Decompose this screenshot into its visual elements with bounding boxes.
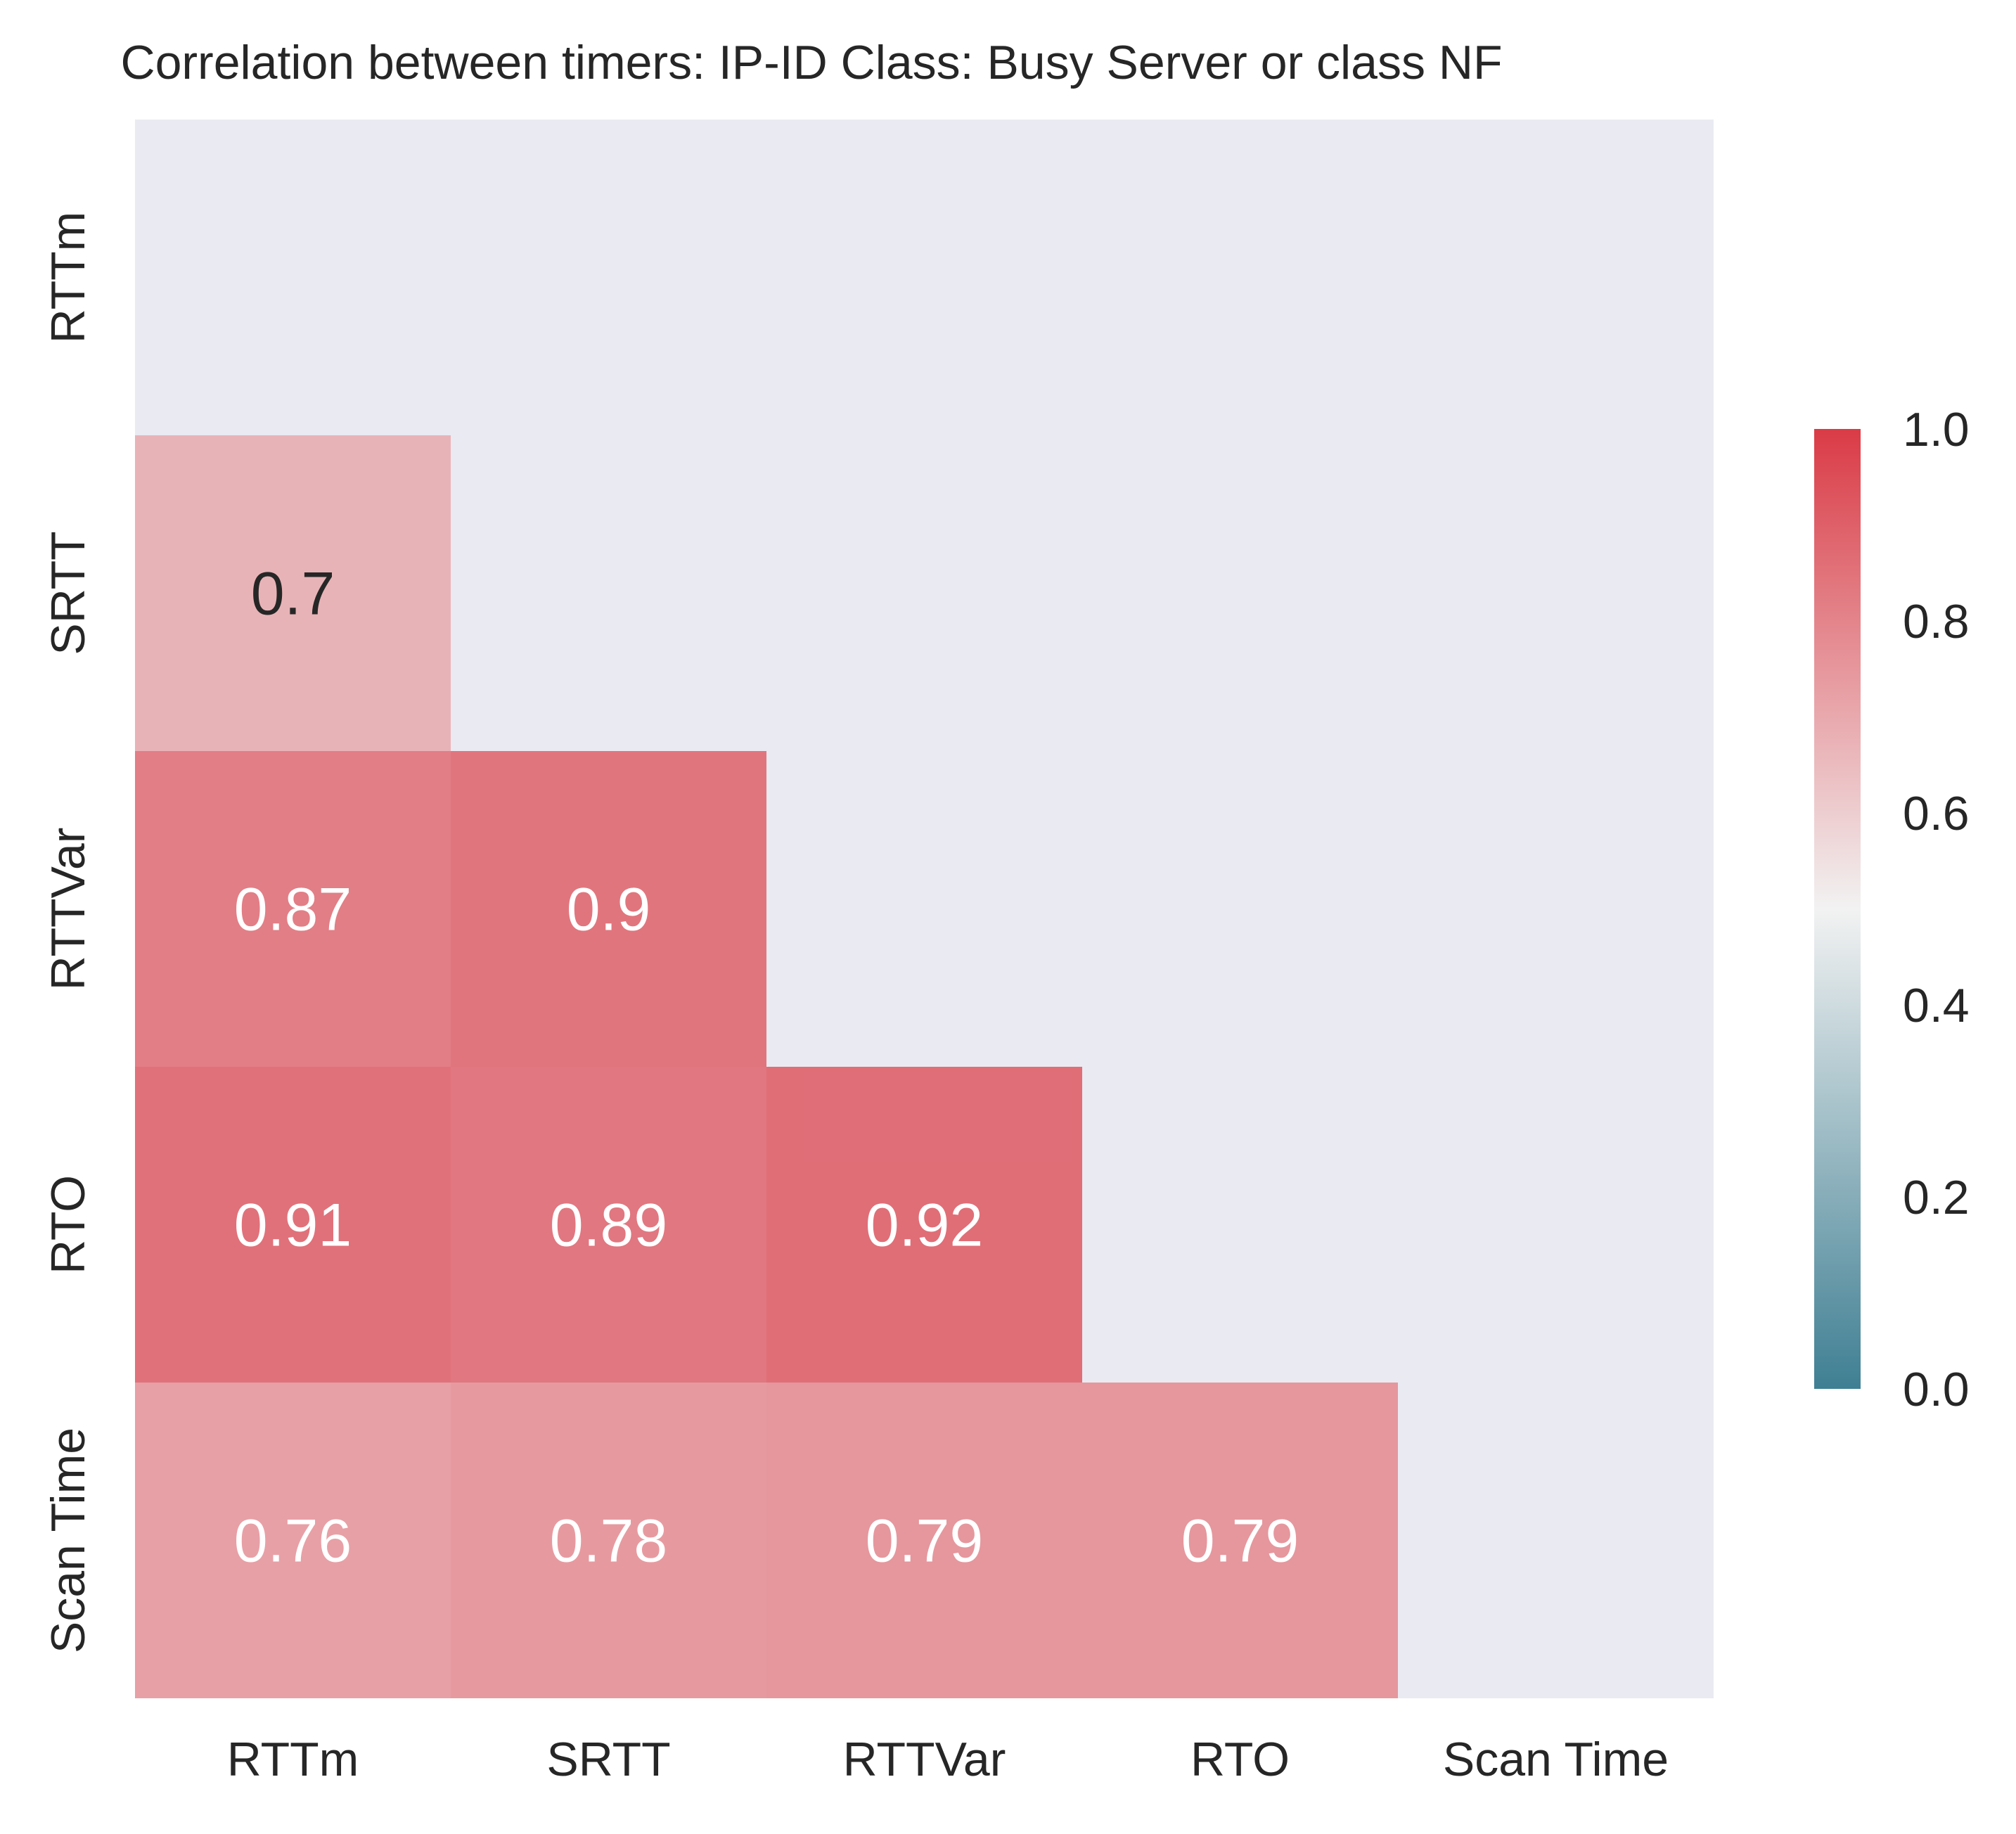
cell-value-rto-rttm: 0.91 — [234, 1192, 352, 1259]
y-tick-rto: RTO — [41, 1175, 95, 1274]
x-axis-tick-labels: RTTm SRTT RTTVar RTO Scan Time — [227, 1733, 1669, 1786]
cell-value-rto-rttvar: 0.92 — [866, 1192, 983, 1259]
cell-value-scan-time-rto: 0.79 — [1181, 1508, 1299, 1575]
y-tick-rttm: RTTm — [41, 212, 95, 344]
heatmap-cell-rto-rttm — [135, 1067, 451, 1383]
heatmap-cell-scan-time-srtt — [451, 1383, 766, 1698]
heatmap-cell-scan-time-rttm — [135, 1383, 451, 1698]
heatmap-cell-rto-srtt — [451, 1067, 766, 1383]
y-axis-tick-labels: RTTm SRTT RTTVar RTO Scan Time — [41, 212, 95, 1653]
colorbar-tick-0-8: 0.8 — [1903, 595, 1970, 648]
heatmap-cell-scan-time-rto — [1082, 1383, 1398, 1698]
x-tick-scan-time: Scan Time — [1443, 1733, 1669, 1786]
heatmap-cell-rto-rttvar — [766, 1067, 1082, 1383]
x-tick-rttvar: RTTVar — [843, 1733, 1006, 1786]
heatmap-cell-rttvar-rttm — [135, 751, 451, 1067]
cell-value-rto-srtt: 0.89 — [550, 1192, 667, 1259]
x-tick-rttm: RTTm — [227, 1733, 359, 1786]
y-tick-srtt: SRTT — [41, 531, 95, 655]
heatmap-cell-scan-time-rttvar — [766, 1383, 1082, 1698]
y-tick-rttvar: RTTVar — [41, 828, 95, 991]
x-tick-rto: RTO — [1190, 1733, 1290, 1786]
colorbar-tick-0-0: 0.0 — [1903, 1363, 1970, 1416]
cell-value-rttvar-srtt: 0.9 — [567, 876, 651, 944]
colorbar-tick-0-2: 0.2 — [1903, 1171, 1970, 1224]
y-tick-scan-time: Scan Time — [41, 1428, 95, 1653]
cell-value-scan-time-rttm: 0.76 — [234, 1508, 352, 1575]
heatmap-cell-srtt-rttm — [135, 435, 451, 751]
cell-value-rttvar-rttm: 0.87 — [234, 876, 352, 944]
colorbar-tick-labels: 0.0 0.2 0.4 0.6 0.8 1.0 — [1903, 403, 1970, 1416]
colorbar-tick-1-0: 1.0 — [1903, 403, 1970, 456]
chart-title: Correlation between timers: IP-ID Class:… — [120, 36, 1502, 89]
heatmap-cell-labels: 0.7 0.87 0.9 0.91 0.89 0.92 0.76 0.78 0.79 0.79 — [234, 560, 1299, 1575]
cell-value-srtt-rttm: 0.7 — [251, 560, 335, 628]
heatmap-cells — [135, 435, 1398, 1698]
cell-value-scan-time-rttvar: 0.79 — [866, 1508, 983, 1575]
colorbar-tick-0-6: 0.6 — [1903, 787, 1970, 840]
colorbar — [1814, 429, 1861, 1389]
x-tick-srtt: SRTT — [546, 1733, 670, 1786]
heatmap-cell-rttvar-srtt — [451, 751, 766, 1067]
cell-value-scan-time-srtt: 0.78 — [550, 1508, 667, 1575]
colorbar-tick-0-4: 0.4 — [1903, 979, 1970, 1032]
